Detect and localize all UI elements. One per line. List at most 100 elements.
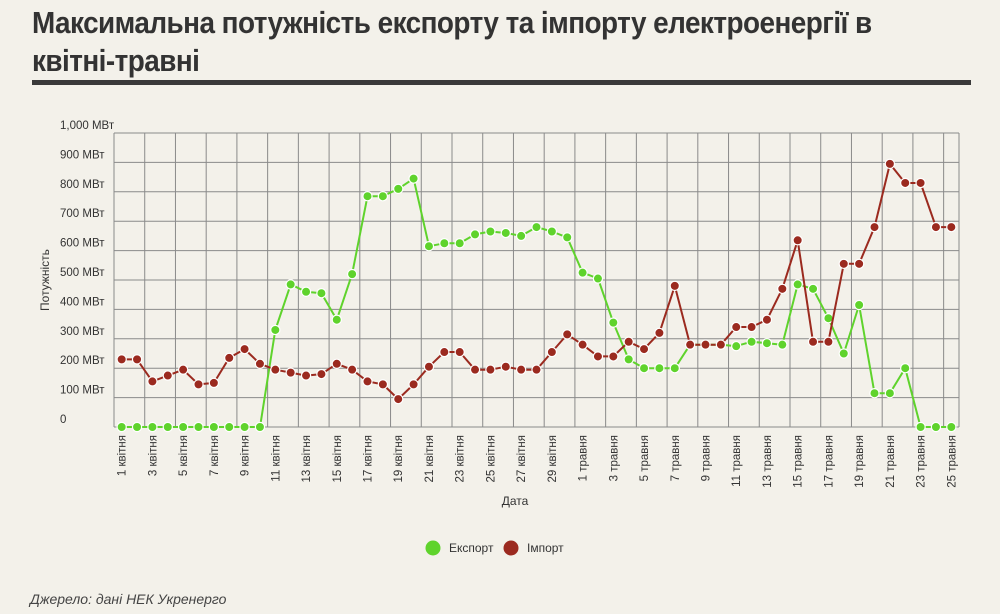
import-point: [162, 370, 173, 381]
source-note: Джерело: дані НЕК Укренерго: [30, 591, 227, 607]
y-tick-label: 600 МВт: [60, 238, 105, 250]
import-point: [546, 346, 558, 358]
export-point: [638, 363, 650, 374]
x-tick-label: 1 квітня: [117, 435, 129, 476]
import-point: [485, 364, 496, 375]
x-tick-label: 25 травня: [946, 435, 958, 488]
import-point: [423, 361, 435, 372]
export-point: [807, 283, 819, 295]
export-point: [469, 229, 481, 240]
export-point: [623, 354, 634, 365]
x-tick-label: 15 квітня: [332, 435, 344, 483]
import-point: [823, 336, 834, 347]
import-point: [777, 283, 788, 295]
x-tick-label: 27 квітня: [516, 435, 528, 483]
import-point: [715, 339, 727, 350]
export-point: [792, 279, 803, 290]
export-point: [393, 183, 404, 195]
export-point: [131, 421, 143, 433]
x-tick-label: 9 квітня: [240, 435, 252, 476]
y-tick-label: 0: [60, 414, 66, 426]
import-point: [623, 336, 634, 347]
import-point: [515, 364, 527, 375]
export-point: [884, 387, 896, 399]
import-point: [761, 314, 773, 325]
export-point: [254, 421, 266, 433]
export-point: [654, 363, 665, 374]
y-tick-label: 300 МВт: [60, 326, 105, 338]
import-point: [746, 321, 757, 333]
import-point: [239, 343, 250, 355]
export-point: [853, 299, 865, 311]
export-point: [454, 238, 465, 249]
export-point: [900, 363, 911, 374]
export-point: [731, 340, 742, 352]
import-point: [669, 280, 680, 292]
legend-import-label: Імпорт: [527, 541, 564, 555]
export-point: [562, 232, 573, 243]
x-tick-label: 9 травня: [701, 435, 713, 481]
import-point: [900, 177, 911, 189]
export-point: [439, 238, 450, 249]
export-point: [485, 226, 496, 237]
import-point: [638, 343, 650, 355]
import-point: [562, 329, 573, 340]
import-point: [838, 258, 849, 270]
legend-import-marker: [503, 540, 519, 556]
import-point: [531, 364, 542, 375]
export-point: [777, 339, 788, 350]
import-point: [316, 368, 327, 380]
import-point: [208, 377, 220, 389]
export-point: [869, 387, 880, 399]
x-tick-label: 13 травня: [762, 435, 774, 488]
import-point: [346, 364, 358, 375]
export-point: [669, 363, 680, 374]
import-point: [946, 221, 957, 233]
export-point: [423, 240, 435, 252]
y-tick-label: 500 МВт: [60, 267, 105, 279]
chart-title: Максимальна потужність експорту та імпор…: [32, 5, 872, 78]
x-tick-label: 11 квітня: [270, 435, 282, 482]
export-point: [577, 267, 588, 278]
import-point: [393, 393, 404, 405]
y-tick-label: 900 МВт: [60, 149, 105, 161]
export-point: [208, 421, 220, 433]
x-tick-label: 3 травня: [608, 435, 620, 481]
import-point: [700, 339, 711, 350]
export-point: [346, 268, 358, 280]
import-point: [377, 379, 389, 390]
export-point: [531, 221, 542, 233]
export-series-line: [121, 177, 952, 428]
x-tick-label: 3 квітня: [147, 435, 159, 476]
x-tick-label: 19 квітня: [393, 435, 405, 483]
import-point: [608, 351, 619, 362]
x-tick-label: 5 травня: [639, 435, 651, 481]
y-tick-label: 1,000 МВт: [60, 120, 115, 132]
import-point: [193, 379, 204, 390]
import-point: [270, 364, 281, 375]
export-point: [761, 338, 773, 349]
export-point: [270, 324, 281, 336]
import-point: [469, 364, 481, 375]
y-tick-label: 800 МВт: [60, 179, 105, 191]
x-tick-label: 21 квітня: [424, 435, 436, 483]
import-point: [884, 158, 896, 170]
export-point: [946, 421, 957, 433]
import-point: [869, 221, 880, 233]
import-point: [915, 177, 926, 189]
y-tick-label: 200 МВт: [60, 355, 105, 367]
x-tick-label: 19 травня: [854, 435, 866, 488]
import-point: [731, 321, 742, 333]
export-point: [408, 173, 419, 184]
export-point: [300, 286, 312, 297]
x-tick-label: 17 травня: [823, 435, 835, 488]
import-point: [454, 346, 465, 358]
export-point: [162, 421, 173, 433]
export-point: [915, 421, 926, 433]
export-point: [147, 421, 158, 433]
export-point: [177, 421, 189, 433]
x-tick-label: 7 квітня: [209, 435, 221, 476]
x-axis-title: Дата: [502, 494, 529, 508]
x-tick-label: 23 травня: [916, 435, 928, 488]
